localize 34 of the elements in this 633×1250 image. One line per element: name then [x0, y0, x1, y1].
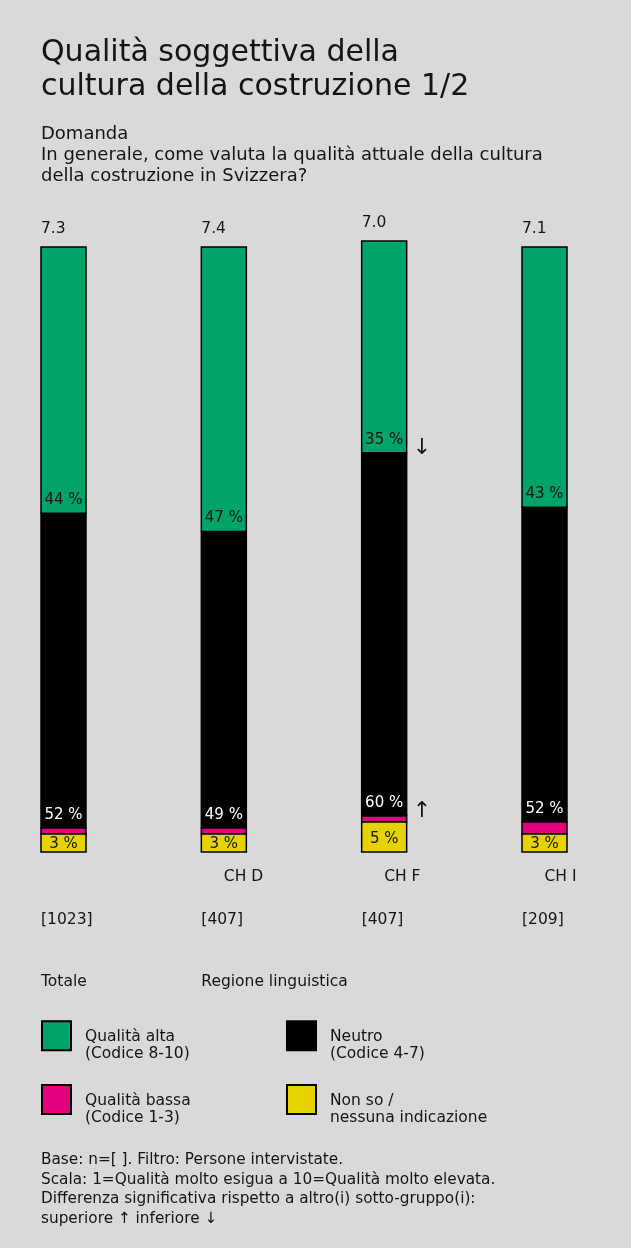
legend-label: Qualità alta (Codice 8-10) [85, 1026, 190, 1063]
data-label: 49 % [204, 804, 243, 823]
data-label: 35 % [365, 429, 404, 448]
data-label: 52 % [44, 804, 83, 823]
x-tick-label: CH I [544, 866, 577, 885]
data-label: 3 % [49, 834, 78, 853]
annotation: 7.3 [41, 219, 66, 238]
x-tick-label: CH F [384, 866, 421, 885]
legend-label: Neutro (Codice 4-7) [330, 1026, 425, 1063]
annotation: 7.4 [201, 219, 226, 238]
text: Regione linguistica [201, 972, 348, 990]
data-label: 5 % [369, 829, 399, 847]
data-label: 44 % [44, 490, 83, 509]
x-tick-label: CH D [223, 866, 264, 885]
text: [407] [201, 910, 244, 928]
text: Totale [40, 972, 87, 990]
chart-subtitle: Domanda In generale, come valuta la qualità attuale della cultura della costruzione in Svizzera? [41, 122, 543, 185]
annotation: 7.1 [522, 219, 547, 238]
data-label: 3 % [209, 834, 239, 853]
annotation: ↓ [412, 433, 432, 459]
data-label: 47 % [204, 508, 243, 527]
legend-label: Qualità bassa (Codice 1-3) [85, 1090, 191, 1126]
text: [1023] [41, 910, 93, 928]
annotation: ↑ [412, 796, 432, 822]
annotation: 7.0 [361, 213, 387, 231]
text: Base: n=[ ]. Filtro: Persone intervistate. Scala: 1=Qualità molto esigua a 10=Qualità molto elevata. Differenza significativa rispetto a altro(i) sotto-gruppo(i): superiore ↑ inferiore ↓ [41, 1150, 496, 1227]
data-label: 60 % [365, 792, 404, 811]
chart-title: Qualità soggettiva della cultura della costruzione 1/2 [41, 33, 470, 102]
data-label: 43 % [525, 484, 564, 503]
text: [209] [522, 910, 564, 928]
data-label: 3 % [530, 834, 559, 853]
legend-label: Non so / nessuna indicazione [330, 1090, 488, 1126]
text: [407] [361, 910, 404, 928]
data-label: 52 % [525, 798, 564, 817]
